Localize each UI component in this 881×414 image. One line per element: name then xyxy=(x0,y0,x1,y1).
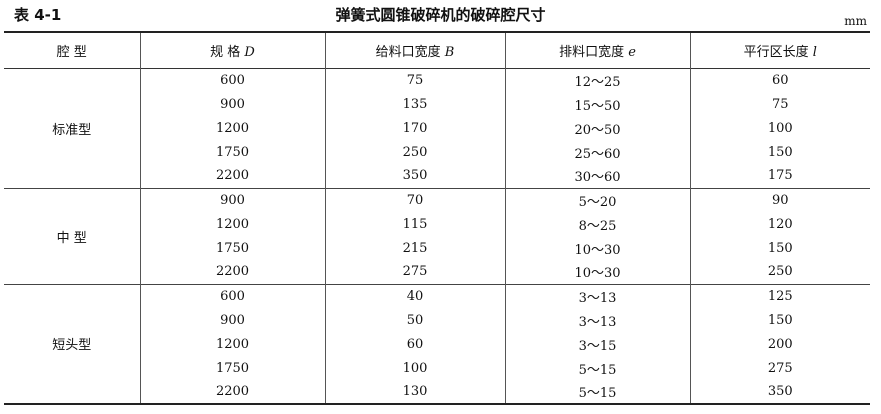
header-label: 腔 型 xyxy=(56,44,87,60)
feed-width-cell: 275 xyxy=(324,260,505,284)
discharge-width-cell: 5～15 xyxy=(504,356,690,380)
discharge-width-cell: 10～30 xyxy=(504,236,690,260)
header-symbol: D xyxy=(244,44,255,60)
parallel-length-cell: 350 xyxy=(689,380,870,404)
feed-width-cell: 135 xyxy=(324,92,505,116)
size-cell: 600 xyxy=(139,68,325,92)
discharge-width-cell: 30～60 xyxy=(504,164,690,188)
table-row: 2200 130 5～15 350 xyxy=(4,380,870,404)
parallel-length-cell: 150 xyxy=(689,140,870,164)
crushing-chamber-table: 腔 型规 格 D 给料口宽度 B 排料口宽度 e 平行区长度 l 标准型 600 75 12… xyxy=(4,31,870,405)
feed-width-cell: 130 xyxy=(324,380,505,404)
column-feed-width-b: 给料口宽度 B xyxy=(324,32,505,68)
size-cell: 900 xyxy=(139,308,325,332)
feed-width-cell: 350 xyxy=(324,164,505,188)
parallel-length-cell: 150 xyxy=(689,236,870,260)
table-row: 标准型 600 75 12～25 60 xyxy=(4,68,870,138)
size-cell: 1750 xyxy=(139,236,325,260)
feed-width-cell: 250 xyxy=(324,140,505,164)
discharge-width-cell: 15～50 xyxy=(504,92,690,116)
discharge-width-cell: 3～13 xyxy=(504,308,690,332)
parallel-length-cell: 150 xyxy=(689,308,870,332)
size-cell: 1750 xyxy=(139,356,325,380)
feed-width-cell: 50 xyxy=(324,308,505,332)
column-parallel-length-l: 平行区长度 l xyxy=(689,32,870,68)
header-symbol: B xyxy=(444,44,455,60)
feed-width-cell: 70 xyxy=(324,188,505,212)
chamber-type-cell: 标准型 xyxy=(52,122,92,138)
parallel-length-cell: 275 xyxy=(689,356,870,380)
column-size-d: 规 格 D xyxy=(139,32,325,68)
table-row: 2200 275 10～30 250 xyxy=(4,260,870,284)
size-cell: 1750 xyxy=(139,140,325,164)
table-row: 2200 350 30～60 175 xyxy=(4,164,870,188)
table-row: 900 135 15～50 75 xyxy=(4,92,870,116)
feed-width-cell: 100 xyxy=(324,356,505,380)
discharge-width-cell: 10～30 xyxy=(504,260,690,284)
table-row: 1200 60 3～15 200 xyxy=(4,332,870,356)
size-cell: 900 xyxy=(139,92,325,116)
table-row: 1750 250 25～60 150 xyxy=(4,140,870,164)
column-chamber-type: 腔 型 xyxy=(4,32,140,68)
header-symbol: e xyxy=(628,44,636,60)
feed-width-cell: 215 xyxy=(324,236,505,260)
header-label: 规 格 xyxy=(210,44,245,60)
discharge-width-cell: 12～25 xyxy=(504,68,690,92)
parallel-length-cell: 60 xyxy=(689,68,870,92)
discharge-width-cell: 3～13 xyxy=(504,284,690,308)
table-row: 中 型 900 70 5～20 90 xyxy=(4,188,870,246)
feed-width-cell: 40 xyxy=(324,284,505,308)
unit-label: mm xyxy=(844,14,867,28)
chamber-type-cell: 中 型 xyxy=(56,230,87,246)
table-row: 短头型 600 40 3～13 125 xyxy=(4,284,870,353)
table-row: 900 50 3～13 150 xyxy=(4,308,870,332)
table-title: 弹簧式圆锥破碎机的破碎腔尺寸 xyxy=(335,6,546,24)
parallel-length-cell: 120 xyxy=(689,212,870,236)
feed-width-cell: 60 xyxy=(324,332,505,356)
header-label: 排料口宽度 xyxy=(559,44,629,60)
discharge-width-cell: 20～50 xyxy=(504,116,690,140)
discharge-width-cell: 25～60 xyxy=(504,140,690,164)
header-row: 腔 型规 格 D 给料口宽度 B 排料口宽度 e 平行区长度 l xyxy=(4,32,870,68)
parallel-length-cell: 250 xyxy=(689,260,870,284)
discharge-width-cell: 3～15 xyxy=(504,332,690,356)
parallel-length-cell: 100 xyxy=(689,116,870,140)
table-row: 1200 115 8～25 120 xyxy=(4,212,870,236)
table-row: 1200 170 20～50 100 xyxy=(4,116,870,140)
chamber-type-cell: 短头型 xyxy=(52,338,92,354)
parallel-length-cell: 75 xyxy=(689,92,870,116)
header-symbol: l xyxy=(812,44,817,60)
column-discharge-width-e: 排料口宽度 e xyxy=(504,32,690,68)
size-cell: 1200 xyxy=(139,116,325,140)
size-cell: 2200 xyxy=(139,380,325,404)
header-label: 给料口宽度 xyxy=(375,44,445,60)
parallel-length-cell: 125 xyxy=(689,284,870,308)
size-cell: 1200 xyxy=(139,212,325,236)
feed-width-cell: 75 xyxy=(324,68,505,92)
feed-width-cell: 115 xyxy=(324,212,505,236)
size-cell: 1200 xyxy=(139,332,325,356)
parallel-length-cell: 175 xyxy=(689,164,870,188)
size-cell: 2200 xyxy=(139,260,325,284)
table-row: 1750 215 10～30 150 xyxy=(4,236,870,260)
feed-width-cell: 170 xyxy=(324,116,505,140)
discharge-width-cell: 5～20 xyxy=(504,188,690,212)
size-cell: 2200 xyxy=(139,164,325,188)
size-cell: 900 xyxy=(139,188,325,212)
parallel-length-cell: 90 xyxy=(689,188,870,212)
discharge-width-cell: 5～15 xyxy=(504,380,690,404)
discharge-width-cell: 8～25 xyxy=(504,212,690,236)
table-row: 1750 100 5～15 275 xyxy=(4,356,870,380)
table-number: 表 4-1 xyxy=(14,6,62,24)
parallel-length-cell: 200 xyxy=(689,332,870,356)
size-cell: 600 xyxy=(139,284,325,308)
header-label: 平行区长度 xyxy=(743,44,813,60)
